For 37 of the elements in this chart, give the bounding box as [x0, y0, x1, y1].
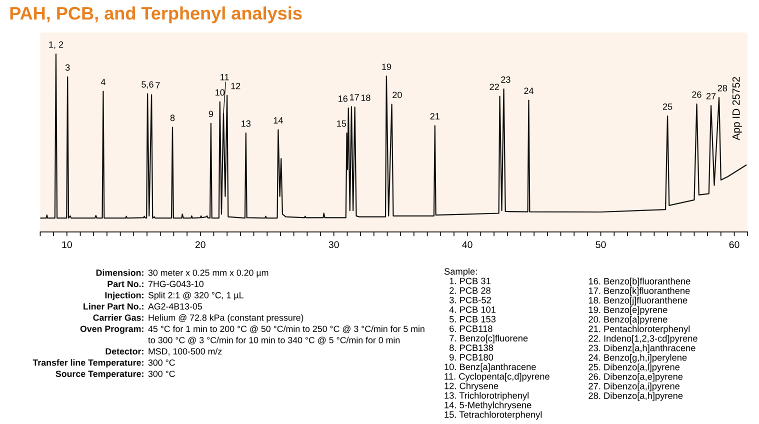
annotation: 22: [490, 84, 499, 90]
x-tick-label: 60: [729, 241, 740, 248]
annotation: 8: [170, 114, 175, 122]
x-tick-label: 30: [328, 241, 339, 248]
annotation: App ID 25752: [732, 77, 742, 140]
annotation: 4: [100, 78, 106, 86]
annotation: 19: [382, 64, 392, 70]
annotation: 17: [350, 94, 359, 100]
annotation: 16: [338, 95, 348, 102]
annotation: 27: [706, 92, 716, 100]
annotation: 9: [208, 110, 214, 118]
annotation: 15: [337, 120, 346, 127]
text: Sample: 1. PCB 31 2. PCB 28 3. PCB-52 4. PCB 101 5. PCB 153 6. PCB118 7. Benzo[c]fluorene 8. PCB138 9. PCB180 10. Benz[a]anthracene 11. Cyclopenta[c,d]pyrene 12. Chrysene 13. Trichlorotriphenyl 14. 5-Methylchrysene 15. Tetrachloroterphenyl: [444, 268, 550, 420]
annotation: 12: [231, 82, 240, 90]
annotation: 13: [242, 120, 251, 127]
text: Dimension: 30 meter x 0.25 mm x 0.20 µm Part No.: 7HG-G043-10 Injection: Split 2:1 @ 320 °C, 1 µL Liner Part No.: AG2-4B13-05 Carrier Gas: Helium @ 72.8 kPa (constant pressure) Oven Program: 45 °C for 1 min to 200 °C @ 50 °C/min to 250 °C @ 3 °C/min for 5 min to 300 °C @ 3 °C/min for 10 min to 340 °C @ 5 °C/min for 0 min Detector: MSD, 100-500 m/z Transfer line Temperature: 300 °C Source Temperature: 300 °C: [32, 269, 424, 379]
annotation: 21: [430, 113, 440, 120]
text: 16. Benzo[b]fluoranthene 17. Benzo[k]fluoranthene 18. Benzo[j]fluoranthene 19. Benzo[e]pyrene 20. Benzo[a]pyrene 21. Pentachloroterphenyl 22. Indeno[1,2,3-cd]pyrene 23. Dibenz[a,h]anthracene 24. Benzo[g,h,i]perylene 25. Dibenzo[a,l]pyrene 26. Dibenzo[a,e]pyrene 27. Dibenzo[a,i]pyrene 28. Dibenzo[a,h]pyrene: [588, 278, 698, 401]
annotation: 14: [274, 117, 283, 124]
chart-title: PAH, PCB, and Terphenyl analysis: [10, 6, 302, 24]
annotation: 23: [501, 76, 510, 83]
annotation: 28: [718, 84, 728, 92]
x-tick-label: 20: [195, 241, 206, 248]
annotation: 20: [392, 92, 402, 98]
annotation: 1, 2: [49, 41, 64, 49]
annotation: 10: [216, 89, 225, 96]
annotation: 25: [662, 103, 672, 110]
x-tick-label: 40: [462, 241, 472, 248]
annotation: 7: [156, 82, 160, 88]
annotation: 3: [65, 64, 70, 71]
annotation: 26: [692, 91, 702, 98]
annotation: 11: [220, 74, 229, 80]
annotation: 24: [524, 88, 534, 94]
annotation: 18: [361, 94, 370, 101]
x-tick-label: 50: [596, 241, 606, 248]
annotation: 5,6: [142, 81, 154, 89]
x-tick-label: 10: [62, 241, 72, 248]
